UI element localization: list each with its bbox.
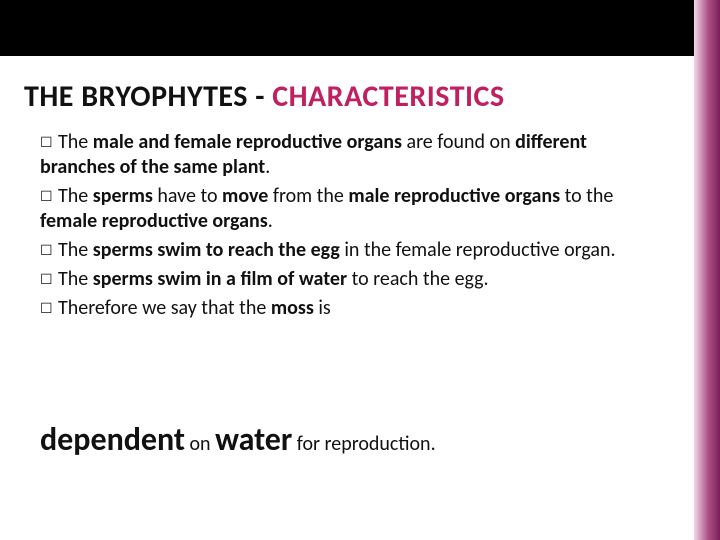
text-bold: sperms swim in a film of water <box>93 267 347 291</box>
bullet-icon: ☐ <box>40 134 58 152</box>
conclusion-text: for reproduction. <box>292 432 435 456</box>
text-bold: moss <box>271 296 314 320</box>
text-bold: female reproductive organs <box>40 209 268 233</box>
list-item: ☐Therefore we say that the moss is <box>40 296 660 321</box>
slide-topbar <box>0 0 720 56</box>
text: The <box>58 267 93 291</box>
slide: THE BRYOPHYTES - CHARACTERISTICS ☐The ma… <box>0 0 720 540</box>
conclusion-emph: dependent <box>40 420 185 459</box>
text: to the <box>560 184 613 208</box>
list-item: ☐The sperms swim to reach the egg in the… <box>40 238 660 263</box>
text: The <box>58 130 93 154</box>
text: are found on <box>402 130 515 154</box>
list-item: ☐The sperms swim in a film of water to r… <box>40 267 660 292</box>
text: in the female reproductive organ. <box>340 238 616 262</box>
bullet-icon: ☐ <box>40 300 58 318</box>
bullet-icon: ☐ <box>40 188 58 206</box>
text-bold: male and female reproductive organs <box>93 130 402 154</box>
text-bold: sperms <box>93 184 153 208</box>
title-part1: THE BRYOPHYTES - <box>24 78 272 115</box>
slide-title: THE BRYOPHYTES - CHARACTERISTICS <box>24 78 505 115</box>
text: have to <box>153 184 222 208</box>
conclusion-line: dependent on water for reproduction. <box>40 420 680 459</box>
text: The <box>58 238 93 262</box>
conclusion-text: on <box>185 432 215 456</box>
text: Therefore we say that the <box>58 296 271 320</box>
bullet-icon: ☐ <box>40 242 58 260</box>
text: . <box>265 155 270 179</box>
title-part2: CHARACTERISTICS <box>272 78 504 115</box>
bullet-icon: ☐ <box>40 271 58 289</box>
text: from the <box>268 184 348 208</box>
text: . <box>268 209 273 233</box>
list-item: ☐The male and female reproductive organs… <box>40 130 660 180</box>
text: The <box>58 184 93 208</box>
conclusion-emph: water <box>215 420 292 459</box>
slide-accent-stripe <box>694 0 720 540</box>
text-bold: move <box>222 184 268 208</box>
bullet-list: ☐The male and female reproductive organs… <box>40 130 660 325</box>
text: is <box>314 296 331 320</box>
text: to reach the egg. <box>347 267 489 291</box>
list-item: ☐The sperms have to move from the male r… <box>40 184 660 234</box>
text-bold: sperms swim to reach the egg <box>93 238 340 262</box>
text-bold: male reproductive organs <box>348 184 560 208</box>
